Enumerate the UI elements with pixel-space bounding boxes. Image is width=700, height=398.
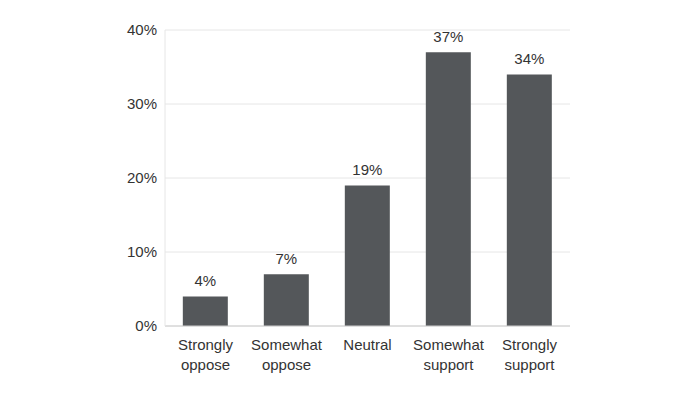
svg-text:Stronglyoppose: Stronglyoppose [178,336,234,373]
svg-text:10%: 10% [127,243,157,260]
svg-text:19%: 19% [352,161,382,178]
svg-text:20%: 20% [127,169,157,186]
svg-text:0%: 0% [135,317,157,334]
svg-text:4%: 4% [194,272,216,289]
svg-text:30%: 30% [127,95,157,112]
svg-text:34%: 34% [514,50,544,67]
svg-text:37%: 37% [433,28,463,45]
svg-text:Neutral: Neutral [343,336,391,353]
svg-text:Stronglysupport: Stronglysupport [502,336,558,373]
svg-text:40%: 40% [127,21,157,38]
svg-text:Somewhatoppose: Somewhatoppose [251,336,323,373]
svg-text:7%: 7% [275,250,297,267]
svg-text:Somewhatsupport: Somewhatsupport [413,336,485,373]
